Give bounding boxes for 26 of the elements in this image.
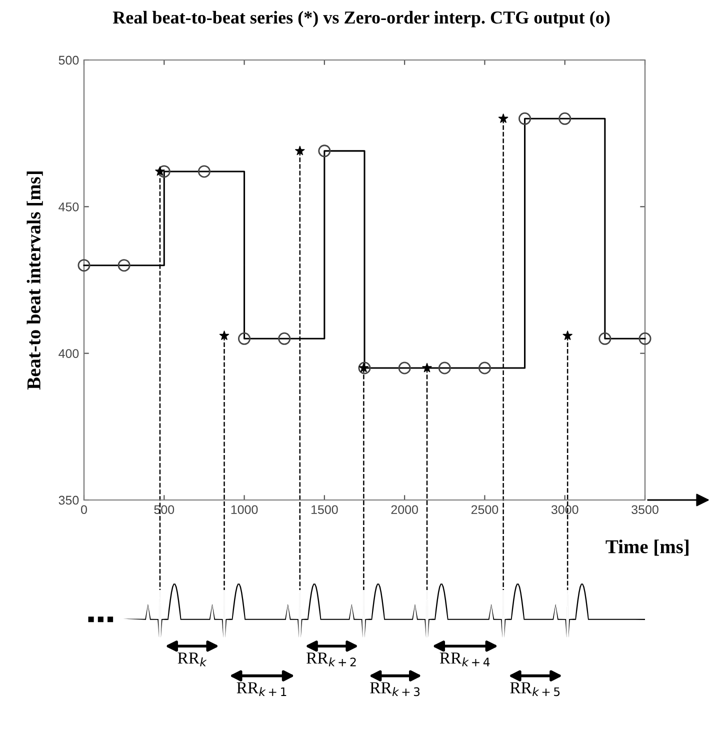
y-tick-label: 400 [58,349,79,358]
text: RR$_{k}$ [178,652,207,666]
x-tick-label: 2000 [391,505,418,514]
point [422,362,432,372]
text: RR$_{k+4}$ [440,652,490,666]
y-tick-label: 350 [58,496,79,505]
x-tick-label: 1000 [231,505,258,514]
point [155,166,165,176]
text: RR$_{k+2}$ [306,652,356,666]
x-tick-label: 1500 [311,505,338,514]
point [295,146,305,156]
text: RR$_{k+5}$ [510,682,560,696]
y-tick-label: 450 [58,202,79,212]
y-tick-label: 500 [58,56,79,65]
text: RR$_{k+3}$ [370,682,420,696]
chart-title: Real beat-to-beat series (*) vs Zero-order interp. CTG output (o) [112,10,610,28]
point [562,330,572,340]
x-axis-title: Time [ms] [606,540,688,556]
x-tick-label: 2500 [471,505,498,514]
x-tick-label: 500 [154,505,174,514]
y-axis-title: Beat-to beat intervals [ms] [26,172,43,390]
point [219,330,230,340]
text: RR$_{k+1}$ [236,682,286,696]
x-tick-label: 0 [81,505,87,514]
point [498,114,508,123]
x-tick-label: 3500 [632,505,658,514]
